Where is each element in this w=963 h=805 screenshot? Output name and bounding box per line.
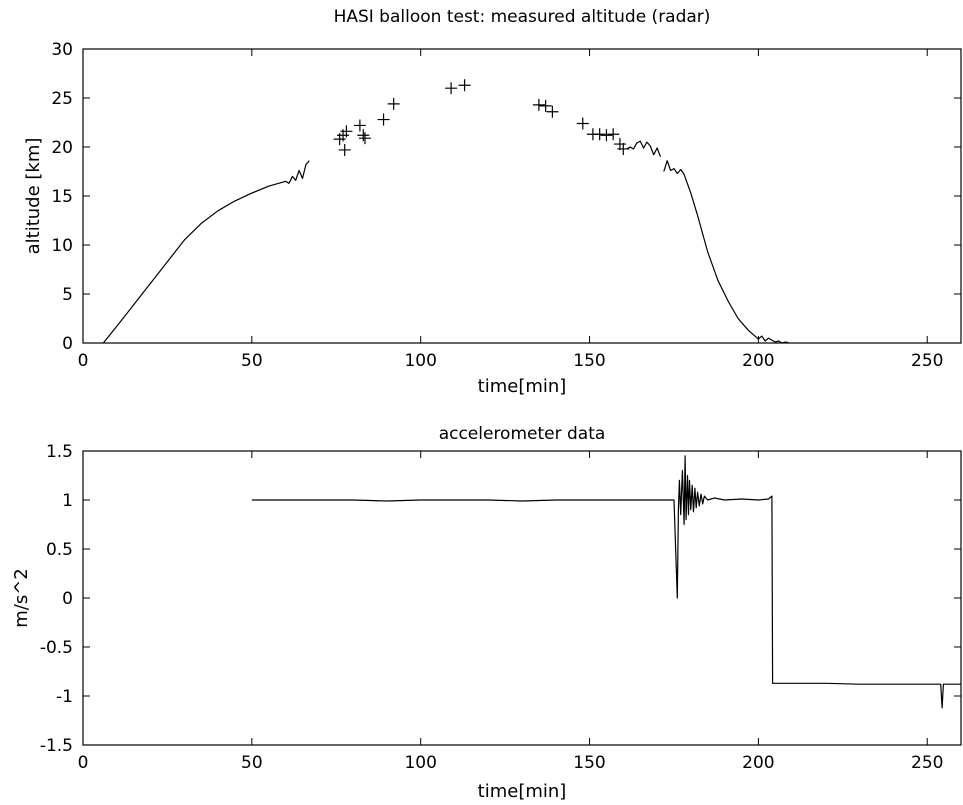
data-point xyxy=(600,129,613,142)
data-point xyxy=(576,117,589,130)
x-tick-label: 100 xyxy=(404,753,436,773)
data-point xyxy=(353,119,366,132)
x-tick-label: 200 xyxy=(742,351,774,371)
x-axis-label: time[min] xyxy=(478,376,567,397)
x-tick-label: 100 xyxy=(404,351,436,371)
x-tick-label: 250 xyxy=(911,351,943,371)
y-axis-label: m/s^2 xyxy=(11,568,32,628)
chart-title: HASI balloon test: measured altitude (ra… xyxy=(334,7,711,27)
data-point xyxy=(338,143,351,156)
plot-area xyxy=(102,79,789,344)
data-point xyxy=(358,132,371,145)
y-tick-label: 1 xyxy=(62,491,73,511)
y-tick-label: 15 xyxy=(51,187,73,207)
series-line xyxy=(102,160,310,344)
axes-box xyxy=(82,450,962,746)
x-tick-label: 0 xyxy=(78,753,89,773)
data-point xyxy=(357,129,370,142)
x-tick-label: 0 xyxy=(78,351,89,371)
plot-area xyxy=(251,455,961,709)
chart-title: accelerometer data xyxy=(439,424,606,444)
data-point xyxy=(458,79,471,92)
series-line xyxy=(663,160,789,344)
y-tick-label: -1 xyxy=(56,687,73,707)
y-tick-label: 25 xyxy=(51,89,73,109)
x-tick-label: 250 xyxy=(911,753,943,773)
axes-box xyxy=(82,48,962,344)
data-point xyxy=(607,128,620,141)
data-point xyxy=(532,98,545,111)
ticks: 0 50 100 150 200 250 -1.5 -1 -0.5 0 0.5 1 1.5 xyxy=(40,442,961,773)
y-tick-label: -0.5 xyxy=(40,638,73,658)
x-tick-label: 50 xyxy=(241,351,263,371)
data-point xyxy=(445,82,458,95)
y-tick-label: -1.5 xyxy=(40,736,73,756)
chart-accelerometer: accelerometer data m/s^2 time[min] 0 50 10… xyxy=(11,424,962,802)
x-tick-label: 200 xyxy=(742,753,774,773)
y-tick-label: 0.5 xyxy=(46,540,73,560)
x-axis-label: time[min] xyxy=(478,781,567,802)
data-point xyxy=(377,113,390,126)
y-axis-label: altitude [km] xyxy=(23,138,44,255)
data-point xyxy=(593,128,606,141)
series-line xyxy=(626,140,662,158)
data-point xyxy=(546,105,559,118)
y-tick-label: 0 xyxy=(62,334,73,354)
data-point xyxy=(539,99,552,112)
data-point xyxy=(387,97,400,110)
chart-altitude: HASI balloon test: measured altitude (ra… xyxy=(23,7,962,397)
x-tick-label: 50 xyxy=(241,753,263,773)
data-point xyxy=(340,125,353,138)
x-tick-label: 150 xyxy=(573,351,605,371)
y-tick-label: 20 xyxy=(51,138,73,158)
y-tick-label: 10 xyxy=(51,236,73,256)
x-tick-label: 150 xyxy=(573,753,605,773)
series-line xyxy=(251,455,961,709)
y-tick-label: 0 xyxy=(62,589,73,609)
y-tick-label: 30 xyxy=(51,40,73,60)
data-point xyxy=(613,138,626,151)
y-tick-label: 1.5 xyxy=(46,442,73,462)
ticks: 0 50 100 150 200 250 0 5 10 15 20 25 30 xyxy=(51,40,961,371)
y-tick-label: 5 xyxy=(62,285,73,305)
